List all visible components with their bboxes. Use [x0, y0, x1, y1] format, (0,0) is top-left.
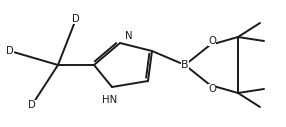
- Text: HN: HN: [102, 95, 118, 105]
- Text: D: D: [28, 100, 36, 110]
- Text: O: O: [208, 84, 216, 94]
- Text: N: N: [125, 31, 133, 41]
- Text: O: O: [208, 36, 216, 46]
- Text: D: D: [72, 14, 80, 24]
- Text: D: D: [6, 46, 14, 56]
- Text: B: B: [181, 60, 189, 70]
